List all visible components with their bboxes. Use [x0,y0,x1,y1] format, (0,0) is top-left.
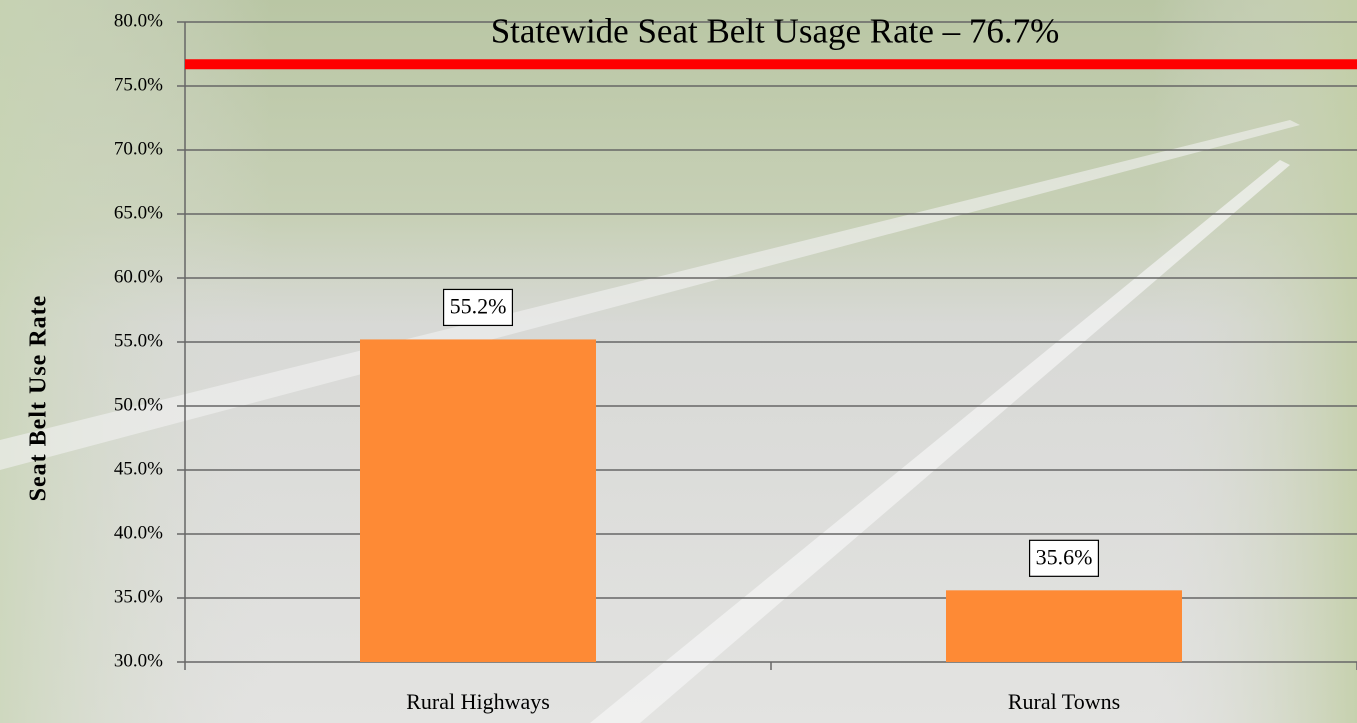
y-tick-label: 45.0% [114,458,163,479]
reference-label: Statewide Seat Belt Usage Rate – 76.7% [491,11,1060,50]
x-tick-label: Rural Highways [406,689,550,714]
y-tick-label: 80.0% [114,10,163,31]
bar [946,590,1182,662]
y-tick-label: 30.0% [114,650,163,671]
value-label: 35.6% [1036,544,1093,569]
y-tick-label: 55.0% [114,330,163,351]
x-tick-label: Rural Towns [1008,689,1120,714]
y-tick-label: 35.0% [114,586,163,607]
y-tick-label: 60.0% [114,266,163,287]
y-tick-label: 65.0% [114,202,163,223]
y-tick-label: 70.0% [114,138,163,159]
y-axis-label: Seat Belt Use Rate [26,295,52,502]
y-tick-label: 75.0% [114,74,163,95]
bar [360,339,596,662]
y-tick-label: 40.0% [114,522,163,543]
chart: Seat Belt Use Rate 30.0% 35.0% 40.0% 45.0% 5… [0,0,1357,723]
y-tick-label: 50.0% [114,394,163,415]
value-label: 55.2% [450,293,507,318]
